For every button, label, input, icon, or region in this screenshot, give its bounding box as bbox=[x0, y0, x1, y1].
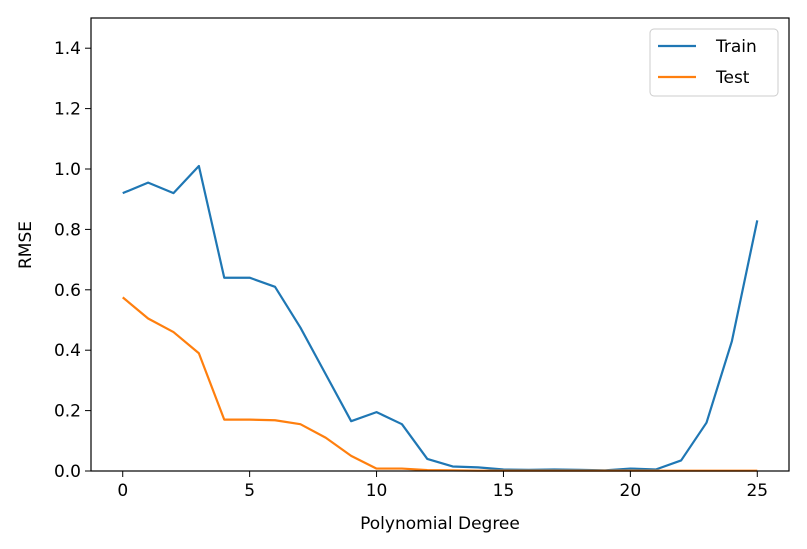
y-tick-label: 0.6 bbox=[54, 281, 81, 301]
x-tick-label: 20 bbox=[620, 481, 642, 501]
legend-box bbox=[649, 28, 779, 97]
y-tick-label: 1.2 bbox=[54, 100, 81, 120]
y-tick-label: 1.0 bbox=[54, 160, 81, 180]
ticks-layer: 0 5 10 15 20 25 0.0 0.2 0.4 0.6 0.8 1.0 1.2 1.4 bbox=[54, 39, 768, 501]
plot-frame bbox=[90, 17, 790, 472]
y-tick-label: 0.4 bbox=[54, 341, 81, 361]
x-tick-label: 5 bbox=[244, 481, 255, 501]
legend-train-label: Train bbox=[715, 37, 757, 57]
y-axis-label: RMSE bbox=[16, 221, 36, 269]
y-tick-label: 0.0 bbox=[54, 462, 81, 482]
y-tick-label: 1.4 bbox=[54, 39, 81, 59]
x-tick-label: 25 bbox=[746, 481, 768, 501]
legend: Train Test bbox=[649, 28, 779, 97]
series-line-train bbox=[122, 164, 759, 472]
legend-test-label: Test bbox=[715, 68, 750, 88]
y-tick-label: 0.8 bbox=[54, 220, 81, 240]
x-tick-label: 15 bbox=[493, 481, 515, 501]
y-tick-label: 0.2 bbox=[54, 402, 81, 422]
x-tick-label: 10 bbox=[366, 481, 388, 501]
x-tick-label: 0 bbox=[117, 481, 128, 501]
x-axis-label: Polynomial Degree bbox=[360, 514, 520, 534]
